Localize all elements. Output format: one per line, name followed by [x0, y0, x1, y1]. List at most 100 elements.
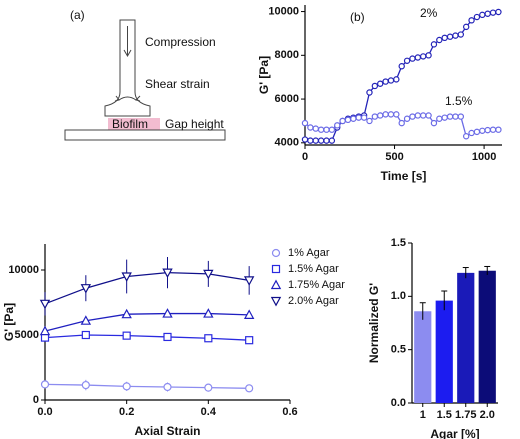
marker — [409, 55, 416, 62]
x-axis-title: Agar [%] — [430, 427, 479, 439]
marker — [441, 34, 448, 42]
marker — [307, 137, 314, 144]
marker — [420, 112, 427, 119]
marker — [452, 32, 459, 39]
marker — [371, 82, 379, 90]
marker — [204, 334, 213, 343]
x-tick-label: 0 — [302, 151, 308, 163]
marker — [462, 23, 470, 31]
marker — [457, 31, 465, 38]
marker — [403, 115, 411, 122]
marker — [414, 112, 422, 119]
marker — [204, 383, 213, 392]
series-line — [44, 271, 250, 305]
legend-marker — [271, 248, 281, 258]
marker — [393, 111, 400, 118]
marker — [317, 126, 325, 133]
y-tick-label: 10000 — [268, 5, 299, 17]
marker — [328, 137, 336, 144]
marker — [430, 41, 438, 48]
y-tick-label: 0 — [33, 394, 39, 406]
marker — [377, 80, 384, 87]
marker — [425, 52, 432, 59]
arrow-head — [123, 49, 132, 57]
marker — [81, 330, 90, 340]
marker — [420, 53, 427, 60]
marker — [468, 129, 475, 137]
marker — [355, 114, 362, 121]
y-tick-label: 1.5 — [391, 237, 406, 249]
marker — [344, 116, 352, 124]
series-line — [44, 312, 250, 332]
x-tick-label: 1.5 — [437, 409, 452, 421]
shear-arrow — [118, 96, 137, 101]
x-tick-label: 1.75 — [455, 409, 476, 421]
series-label: 2% — [420, 6, 438, 20]
y-tick-label: 5000 — [15, 329, 39, 341]
legend-marker — [270, 279, 282, 290]
marker — [80, 284, 92, 294]
marker — [403, 57, 411, 64]
x-tick-label: 0.0 — [37, 406, 52, 418]
x-axis-title: Axial Strain — [134, 424, 200, 438]
marker — [312, 125, 319, 132]
bottom-plate — [64, 129, 226, 141]
marker — [398, 119, 405, 127]
x-axis-title: Time [s] — [381, 169, 427, 183]
panel-label: (b) — [350, 10, 365, 24]
marker — [328, 126, 336, 133]
y-tick-label: 0.0 — [391, 397, 406, 409]
marker — [162, 308, 173, 318]
marker — [414, 54, 422, 61]
diagram-label: Compression — [145, 35, 216, 49]
y-tick-label: 4000 — [275, 137, 299, 149]
marker — [80, 315, 92, 325]
legend-marker — [270, 296, 282, 307]
marker — [307, 124, 314, 131]
marker — [387, 77, 395, 84]
x-tick-label: 0.6 — [282, 406, 297, 418]
marker — [484, 126, 491, 134]
marker — [39, 325, 51, 336]
marker — [393, 76, 400, 83]
marker — [312, 137, 319, 144]
marker — [436, 115, 443, 122]
legend-label: 2.0% Agar — [288, 295, 339, 307]
marker — [430, 119, 438, 127]
y-axis-title: G' [Pa] — [2, 303, 16, 341]
marker — [441, 114, 448, 121]
rheometer-tool — [104, 19, 151, 117]
marker — [398, 63, 405, 70]
marker — [446, 113, 454, 120]
x-tick-label: 0.4 — [201, 406, 217, 418]
arrow-head — [114, 95, 120, 102]
marker — [366, 117, 373, 125]
marker — [203, 269, 214, 280]
marker — [387, 111, 395, 118]
diagram-label: Shear strain — [145, 77, 210, 91]
diagram-label: Gap height — [165, 117, 224, 131]
biofilm-layer — [108, 118, 160, 130]
marker — [339, 117, 346, 125]
marker — [39, 299, 51, 310]
marker — [484, 10, 491, 17]
marker — [40, 380, 50, 389]
marker — [457, 113, 465, 120]
marker — [81, 380, 90, 390]
legend-label: 1.75% Agar — [288, 279, 345, 291]
y-tick-label: 1.0 — [391, 290, 406, 302]
y-tick-label: 0.5 — [391, 344, 406, 356]
marker — [121, 308, 132, 319]
series-line — [44, 383, 250, 389]
panel-label: (a) — [70, 8, 85, 22]
bar — [478, 270, 496, 403]
legend-label: 1% Agar — [288, 247, 330, 259]
marker — [301, 136, 309, 143]
y-tick-label: 8000 — [275, 49, 299, 61]
bar — [435, 300, 453, 403]
marker — [243, 309, 255, 319]
marker — [163, 332, 172, 342]
marker — [495, 126, 502, 133]
